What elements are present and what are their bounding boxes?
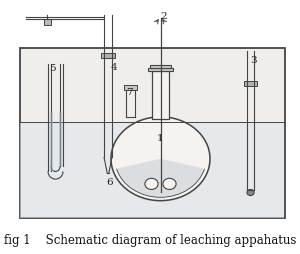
Wedge shape bbox=[116, 159, 205, 197]
Bar bbox=[244, 81, 257, 86]
Bar bbox=[148, 68, 173, 71]
Bar bbox=[101, 53, 115, 58]
Bar bbox=[124, 85, 137, 90]
Text: 5: 5 bbox=[49, 64, 56, 73]
Text: 4: 4 bbox=[111, 63, 117, 72]
Bar bbox=[44, 19, 51, 25]
Circle shape bbox=[163, 178, 176, 189]
Text: 1: 1 bbox=[157, 134, 164, 143]
Circle shape bbox=[111, 117, 210, 201]
Circle shape bbox=[145, 178, 158, 189]
Text: 3: 3 bbox=[250, 56, 257, 66]
Bar bbox=[20, 122, 284, 218]
Bar bbox=[20, 48, 285, 218]
Bar bbox=[150, 65, 171, 68]
Text: 7: 7 bbox=[126, 88, 132, 97]
Circle shape bbox=[247, 189, 254, 196]
Text: 6: 6 bbox=[106, 178, 113, 187]
Text: fig 1    Schematic diagram of leaching appahatus: fig 1 Schematic diagram of leaching appa… bbox=[4, 233, 296, 247]
Text: 2: 2 bbox=[160, 12, 167, 21]
Bar bbox=[152, 71, 169, 119]
